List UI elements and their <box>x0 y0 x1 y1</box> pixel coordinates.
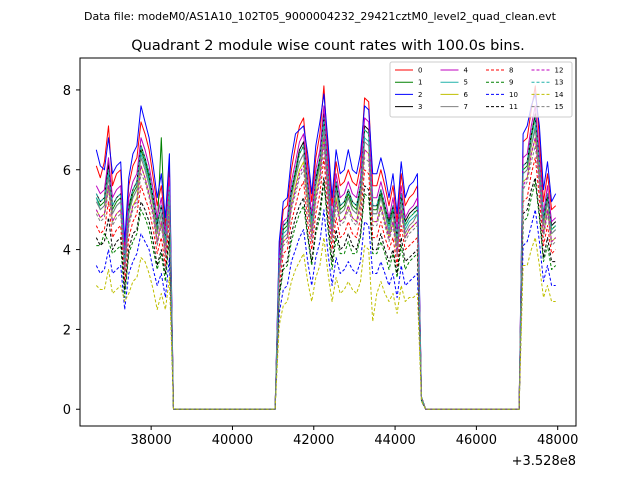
legend-label-7: 7 <box>464 103 468 111</box>
series-line-14 <box>95 237 556 410</box>
legend-label-6: 6 <box>464 91 469 99</box>
chart-title: Quadrant 2 module wise count rates with … <box>131 38 525 54</box>
x-tick-label: 42000 <box>293 433 334 448</box>
y-axis: 0 2 4 6 8 <box>63 84 80 418</box>
plot-area-frame <box>79 57 577 427</box>
legend-label-11: 11 <box>509 103 518 111</box>
legend-label-13: 13 <box>555 79 564 87</box>
x-tick-label: 44000 <box>374 433 415 448</box>
legend-label-8: 8 <box>509 67 513 75</box>
x-tick-label: 40000 <box>212 433 253 448</box>
y-tick-label: 2 <box>63 323 71 338</box>
legend-label-1: 1 <box>418 79 422 87</box>
plot-lines <box>95 85 557 410</box>
y-tick-label: 4 <box>63 244 71 259</box>
legend-label-3: 3 <box>418 103 422 111</box>
legend-label-0: 0 <box>418 67 422 75</box>
legend-label-14: 14 <box>555 91 564 99</box>
x-offset-label: +3.528e8 <box>512 454 576 469</box>
series-line-8 <box>95 157 557 410</box>
x-axis: 38000 40000 42000 44000 46000 48000 <box>130 426 578 448</box>
legend-box <box>389 61 573 118</box>
x-tick-label: 48000 <box>537 433 578 448</box>
x-tick-label: 38000 <box>130 433 171 448</box>
legend-label-2: 2 <box>418 91 422 99</box>
legend-label-5: 5 <box>464 79 468 87</box>
legend-label-12: 12 <box>555 67 564 75</box>
y-tick-label: 8 <box>63 84 71 99</box>
legend-label-15: 15 <box>555 103 564 111</box>
y-tick-label: 6 <box>63 164 71 179</box>
legend-label-9: 9 <box>509 79 513 87</box>
y-tick-label: 0 <box>63 403 71 418</box>
series-line-15 <box>95 145 557 410</box>
x-tick-label: 46000 <box>456 433 497 448</box>
legend-label-10: 10 <box>509 91 518 99</box>
legend-label-4: 4 <box>464 67 469 75</box>
suptitle: Data file: modeM0/AS1A10_102T05_90000042… <box>84 10 557 23</box>
